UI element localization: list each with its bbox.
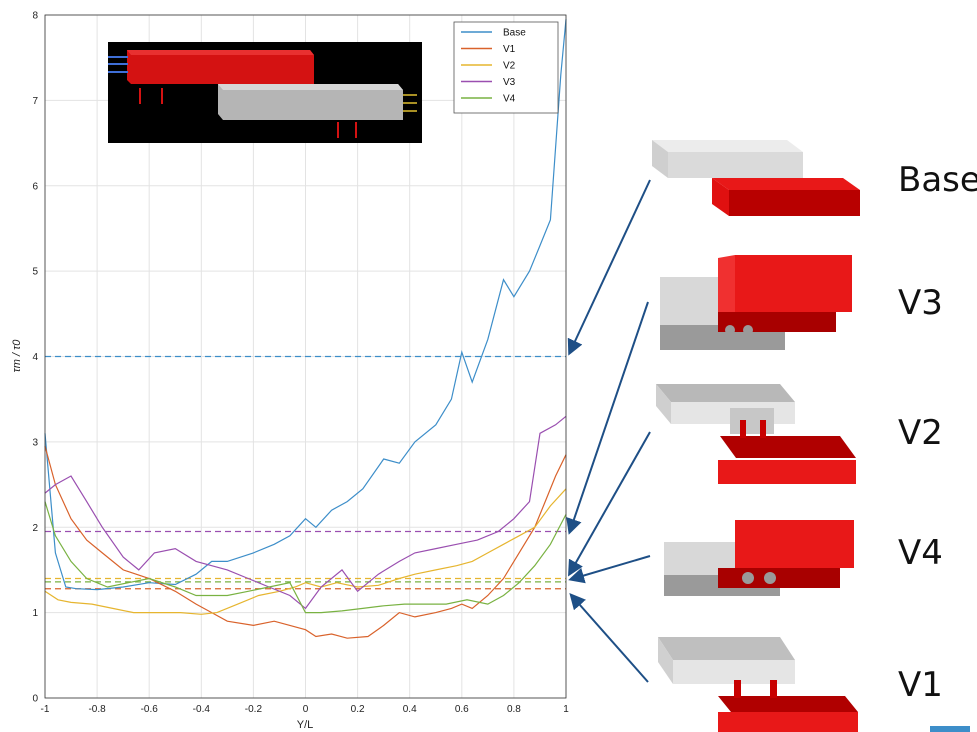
base-model-icon	[652, 140, 860, 216]
arrow-v2	[568, 431, 651, 577]
x-tick-label: 0.8	[507, 704, 521, 715]
arrow-v4	[568, 555, 651, 584]
x-tick-label: -0.4	[193, 704, 211, 715]
y-tick-label: 3	[32, 437, 38, 448]
x-tick-label: 1	[563, 704, 569, 715]
y-tick-label: 1	[32, 608, 38, 619]
y-tick-label: 6	[32, 181, 38, 192]
x-axis-ticks: -1 -0.8 -0.6 -0.4 -0.2 0 0.2 0.4 0.6 0.8 1	[41, 704, 570, 715]
y-tick-label: 4	[32, 352, 38, 363]
plot-frame	[44, 14, 567, 699]
v4-model-icon	[664, 520, 854, 596]
series-lines	[44, 19, 567, 639]
series-line-v3	[44, 415, 567, 610]
y-tick-label: 0	[32, 694, 38, 705]
series-line-base	[44, 19, 567, 591]
y-tick-label: 2	[32, 523, 38, 534]
y-axis-label: τm / τ0	[11, 339, 23, 373]
v1-model-icon	[658, 637, 858, 732]
y-tick-label: 5	[32, 267, 38, 278]
legend-label-v2: V2	[503, 61, 516, 72]
legend-label-v4: V4	[503, 94, 516, 105]
inset-model-image	[108, 42, 422, 143]
label-v4: V4	[898, 533, 943, 573]
x-tick-label: -0.8	[88, 704, 106, 715]
series-line-v4	[44, 501, 567, 614]
arrow-v3	[566, 301, 649, 535]
x-tick-label: 0.4	[403, 704, 417, 715]
x-tick-label: 0.6	[455, 704, 469, 715]
v3-model-icon	[660, 255, 852, 350]
x-tick-label: -0.2	[245, 704, 263, 715]
label-base: Base	[898, 160, 977, 200]
label-v3: V3	[898, 283, 943, 323]
legend: Base V1 V2 V3 V4	[453, 21, 559, 114]
arrow-v1	[569, 593, 649, 683]
legend-label-v1: V1	[503, 44, 516, 55]
v2-model-icon	[656, 384, 856, 484]
pointer-arrows	[566, 179, 651, 683]
legend-label-base: Base	[503, 28, 526, 39]
y-axis-ticks: 0 1 2 3 4 5 6 7 8	[32, 11, 38, 705]
y-tick-label: 8	[32, 11, 38, 22]
series-line-v1	[44, 445, 567, 639]
arrow-base	[567, 179, 651, 356]
label-v1: V1	[898, 665, 943, 705]
mean-lines	[45, 355, 566, 590]
x-tick-label: -1	[41, 704, 50, 715]
x-axis-label: Y/L	[297, 719, 314, 731]
label-v2: V2	[898, 413, 943, 453]
x-tick-label: -0.6	[141, 704, 159, 715]
y-tick-label: 7	[32, 96, 38, 107]
corner-accent	[930, 726, 970, 732]
x-tick-label: 0.2	[351, 704, 365, 715]
series-line-v2	[44, 488, 567, 615]
legend-label-v3: V3	[503, 77, 516, 88]
x-tick-label: 0	[303, 704, 309, 715]
